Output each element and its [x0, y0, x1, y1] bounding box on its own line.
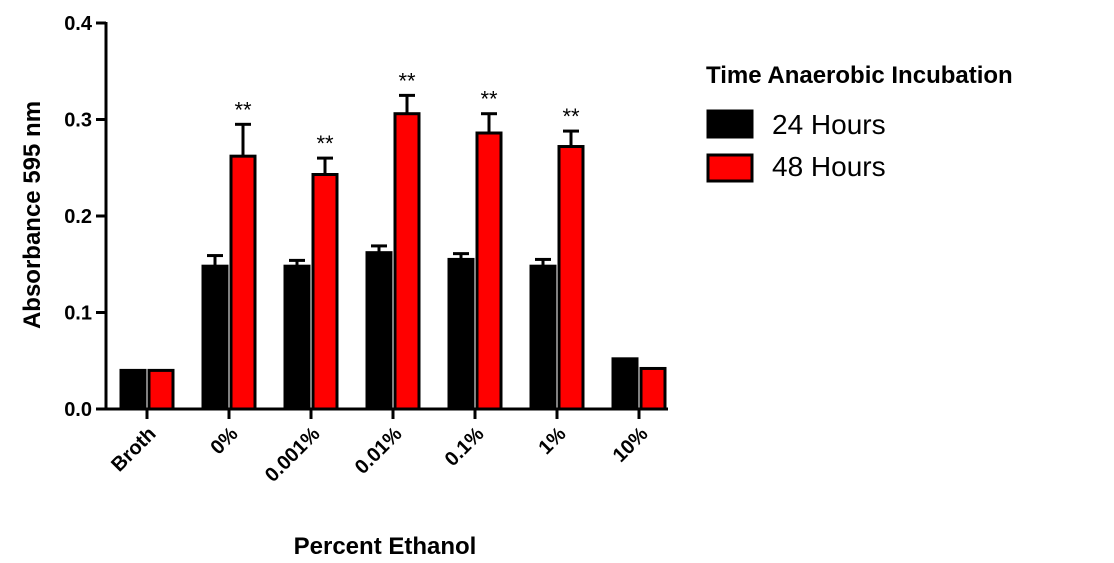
significance-marker-0-1: **	[480, 87, 498, 112]
legend-title: Time Anaerobic Incubation	[706, 62, 1013, 89]
bars-layer: ** ** ** ** **	[119, 68, 667, 411]
x-tick-label-0-001: 0.001%	[261, 423, 325, 487]
bar-48-hours-0-001	[311, 173, 339, 411]
bar-48-hours-0	[229, 154, 257, 411]
bar-48-hours-10	[639, 366, 667, 411]
x-tick-label-broth: Broth	[107, 423, 160, 476]
legend-label-48-hours: 48 Hours	[772, 151, 886, 182]
significance-marker-0-01: **	[398, 68, 416, 93]
y-tick-label: 0.2	[64, 206, 92, 228]
y-axis-title: Absorbance 595 nm	[19, 101, 46, 329]
bar-24-hours-0	[201, 264, 229, 411]
x-axis-title: Percent Ethanol	[294, 533, 477, 560]
x-tick-label-0-1: 0.1%	[441, 423, 489, 471]
y-tick-label: 0.4	[64, 13, 93, 35]
bar-24-hours-10	[611, 357, 639, 411]
legend: Time Anaerobic Incubation 24 Hours 48 Ho…	[706, 62, 1013, 183]
legend-swatch-48-hours	[706, 153, 754, 183]
significance-marker-0-001: **	[316, 131, 334, 156]
bar-48-hours-1	[557, 145, 585, 411]
legend-label-24-hours: 24 Hours	[772, 109, 886, 140]
legend-swatch-24-hours	[706, 109, 754, 139]
bar-48-hours-0-01	[393, 112, 421, 411]
bar-24-hours-0-1	[447, 257, 475, 411]
bar-48-hours-broth	[147, 368, 175, 411]
bar-48-hours-0-1	[475, 131, 503, 411]
x-tick-label-1: 1%	[535, 423, 571, 459]
bar-24-hours-1	[529, 264, 557, 411]
y-tick-label: 0.3	[64, 110, 92, 132]
bar-24-hours-0-001	[283, 264, 311, 411]
y-tick-label: 0.0	[64, 399, 92, 421]
x-tick-label-0-01: 0.01%	[351, 423, 407, 479]
x-tick-label-10: 10%	[609, 423, 653, 467]
significance-marker-0: **	[234, 97, 252, 122]
significance-marker-1: **	[562, 104, 580, 129]
x-tick-label-0: 0%	[207, 423, 243, 459]
y-tick-label: 0.1	[64, 303, 92, 325]
bar-24-hours-0-01	[365, 251, 393, 411]
bar-24-hours-broth	[119, 368, 147, 411]
